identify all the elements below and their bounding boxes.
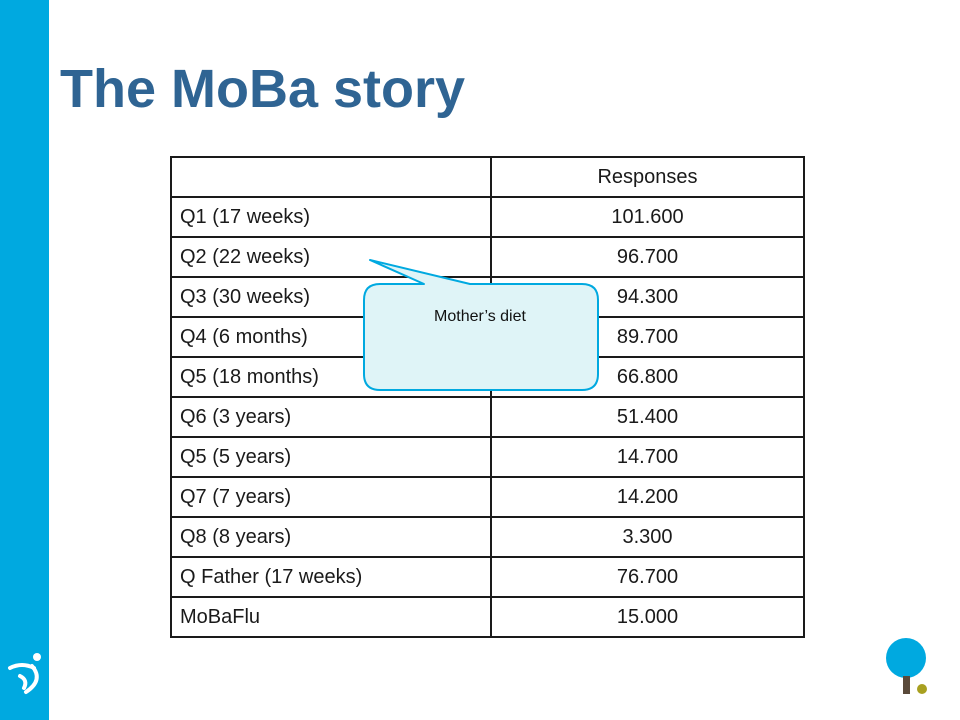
row-label: Q Father (17 weeks)	[170, 556, 492, 598]
row-label: Q2 (22 weeks)	[170, 236, 492, 278]
responses-table: Responses Q1 (17 weeks) 101.600 Q2 (22 w…	[170, 156, 805, 638]
row-value: 101.600	[490, 196, 805, 238]
speech-bubble-shape	[363, 259, 599, 391]
row-label: Q5 (5 years)	[170, 436, 492, 478]
speech-bubble-callout	[363, 259, 599, 391]
row-value: 96.700	[490, 236, 805, 278]
table-row: Q5 (18 months) 66.800	[170, 356, 805, 398]
row-label: MoBaFlu	[170, 596, 492, 638]
callout-text: Mother’s diet	[434, 308, 526, 325]
row-value: 3.300	[490, 516, 805, 558]
row-value: 15.000	[490, 596, 805, 638]
row-label: Q6 (3 years)	[170, 396, 492, 438]
table-row: Q6 (3 years) 51.400	[170, 396, 805, 438]
table-header-row: Responses	[170, 156, 805, 198]
header-cell-label	[170, 156, 492, 198]
table-row: Q7 (7 years) 14.200	[170, 476, 805, 518]
row-value: 51.400	[490, 396, 805, 438]
table-row: Q1 (17 weeks) 101.600	[170, 196, 805, 238]
table-row: Q Father (17 weeks) 76.700	[170, 556, 805, 598]
table-row: MoBaFlu 15.000	[170, 596, 805, 638]
person-figure-icon	[8, 653, 41, 694]
tree-icon	[886, 638, 927, 694]
table-row: Q5 (5 years) 14.700	[170, 436, 805, 478]
side-accent-bar	[0, 0, 49, 720]
table-row: Q2 (22 weeks) 96.700	[170, 236, 805, 278]
header-cell-responses: Responses	[490, 156, 805, 198]
row-label: Q7 (7 years)	[170, 476, 492, 518]
row-value: 14.200	[490, 476, 805, 518]
row-value: 76.700	[490, 556, 805, 598]
slide-title: The MoBa story	[60, 59, 466, 119]
table-row: Q8 (8 years) 3.300	[170, 516, 805, 558]
row-value: 14.700	[490, 436, 805, 478]
row-label: Q8 (8 years)	[170, 516, 492, 558]
row-label: Q1 (17 weeks)	[170, 196, 492, 238]
